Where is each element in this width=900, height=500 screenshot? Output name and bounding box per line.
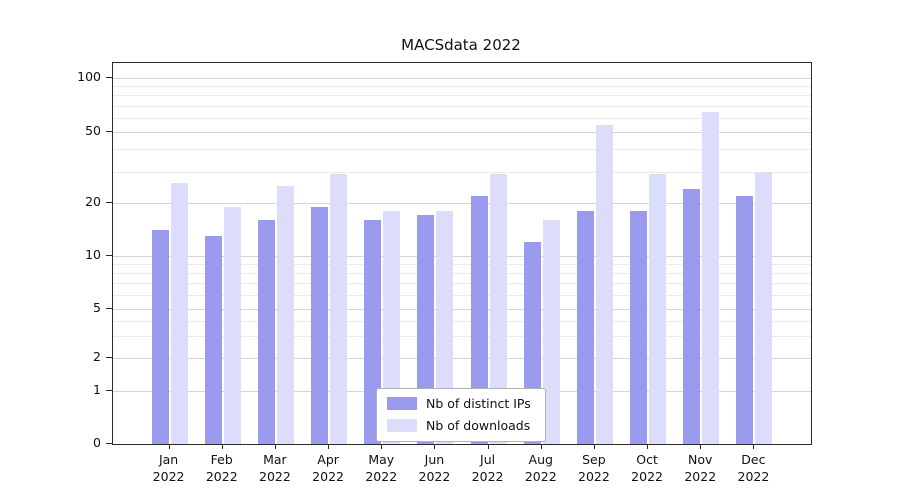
bar-downloads-aug	[542, 220, 560, 444]
gridline-minor	[113, 283, 811, 285]
gridline-minor	[113, 86, 811, 88]
gridline-major	[113, 132, 811, 133]
bar-downloads-feb	[223, 206, 241, 444]
y-tick-mark	[106, 308, 112, 309]
x-tick-mark	[647, 444, 649, 449]
x-tick-mark	[328, 444, 330, 449]
x-tick-label-mar: Mar 2022	[259, 452, 291, 484]
x-tick-mark	[274, 444, 276, 449]
gridline-major	[113, 78, 811, 79]
gridline-minor	[113, 264, 811, 266]
y-tick-mark	[106, 443, 112, 444]
gridline-minor	[113, 295, 811, 297]
y-tick-mark	[106, 255, 112, 256]
x-tick-label-dec: Dec 2022	[737, 452, 770, 484]
x-tick-mark	[381, 444, 383, 449]
y-tick-label: 5	[93, 300, 101, 315]
bar-downloads-sep	[595, 124, 613, 444]
bar-distinct-ips-jul	[470, 195, 488, 444]
bar-downloads-apr	[330, 174, 348, 444]
x-tick-mark	[434, 444, 436, 449]
legend-entry-distinct-ips: Nb of distinct IPs	[387, 396, 531, 411]
y-tick-mark	[106, 202, 112, 203]
bar-distinct-ips-feb	[204, 235, 222, 444]
bar-downloads-oct	[649, 174, 667, 444]
x-tick-mark	[221, 444, 223, 449]
x-tick-label-oct: Oct 2022	[631, 452, 663, 484]
x-tick-label-apr: Apr 2022	[312, 452, 344, 484]
x-tick-label-jan: Jan 2022	[152, 452, 185, 484]
bar-downloads-mar	[276, 185, 294, 444]
bar-distinct-ips-nov	[683, 188, 701, 444]
y-tick-label: 100	[77, 69, 101, 84]
bar-distinct-ips-jun	[417, 215, 435, 444]
x-tick-mark	[700, 444, 702, 449]
y-tick-label: 0	[93, 435, 101, 450]
y-tick-label: 1	[93, 382, 101, 397]
gridline-major	[113, 309, 811, 310]
gridline-minor	[113, 95, 811, 97]
bar-downloads-may	[383, 211, 401, 444]
x-tick-label-sep: Sep 2022	[578, 452, 610, 484]
x-tick-label-may: May 2022	[365, 452, 398, 484]
y-tick-label: 10	[85, 247, 101, 262]
bar-downloads-jan	[170, 182, 188, 444]
legend-label-downloads: Nb of downloads	[426, 418, 531, 433]
bar-distinct-ips-mar	[257, 220, 275, 444]
chart-title: MACSdata 2022	[401, 36, 521, 54]
x-tick-mark	[487, 444, 489, 449]
x-tick-mark	[540, 444, 542, 449]
bar-distinct-ips-oct	[630, 211, 648, 444]
gridline-minor	[113, 336, 811, 338]
gridline-minor	[113, 320, 811, 322]
y-tick-mark	[106, 357, 112, 358]
bar-distinct-ips-sep	[576, 211, 594, 444]
bar-downloads-jul	[489, 174, 507, 444]
x-tick-label-aug: Aug 2022	[524, 452, 557, 484]
legend-entry-downloads: Nb of downloads	[387, 418, 531, 433]
bar-downloads-dec	[755, 171, 773, 444]
y-tick-label: 2	[93, 349, 101, 364]
x-tick-label-feb: Feb 2022	[205, 452, 238, 484]
x-tick-mark	[753, 444, 755, 449]
gridline-minor	[113, 105, 811, 107]
legend-label-distinct-ips: Nb of distinct IPs	[426, 396, 531, 411]
y-tick-mark	[106, 131, 112, 132]
gridline-major	[113, 256, 811, 257]
legend-swatch-distinct-ips	[387, 397, 417, 410]
x-tick-label-jul: Jul 2022	[471, 452, 504, 484]
y-tick-mark	[106, 77, 112, 78]
plot-area	[112, 62, 812, 445]
gridline-minor	[113, 273, 811, 275]
gridline-minor	[113, 149, 811, 151]
y-tick-label: 50	[85, 123, 101, 138]
gridline-major	[113, 358, 811, 359]
gridline-minor	[113, 171, 811, 173]
x-tick-mark	[593, 444, 595, 449]
x-tick-label-nov: Nov 2022	[684, 452, 717, 484]
bar-distinct-ips-dec	[736, 195, 754, 444]
bar-downloads-jun	[436, 211, 454, 444]
bar-downloads-nov	[702, 111, 720, 444]
y-tick-label: 20	[85, 194, 101, 209]
legend: Nb of distinct IPs Nb of downloads	[376, 388, 546, 442]
gridline-major	[113, 203, 811, 204]
x-tick-label-jun: Jun 2022	[418, 452, 451, 484]
legend-swatch-downloads	[387, 419, 417, 432]
bar-distinct-ips-jan	[151, 230, 169, 444]
bar-distinct-ips-apr	[311, 206, 329, 444]
gridline-minor	[113, 117, 811, 119]
y-tick-mark	[106, 390, 112, 391]
x-tick-mark	[168, 444, 170, 449]
